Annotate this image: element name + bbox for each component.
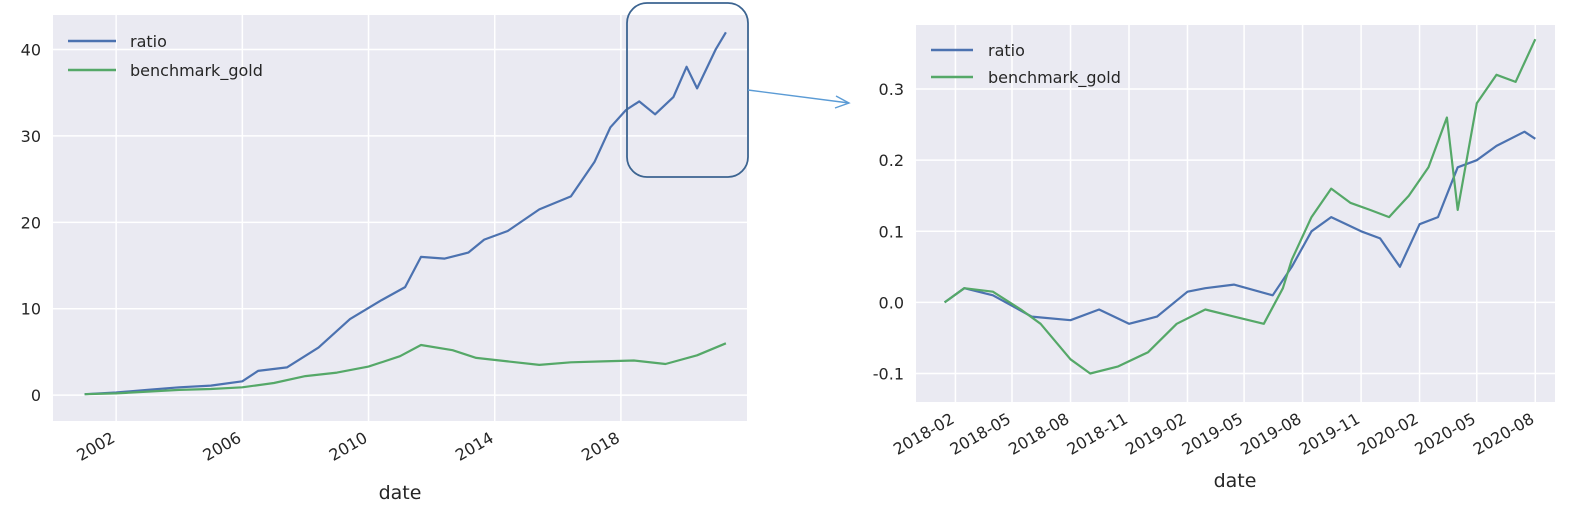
- x-tick-label: 2019-11: [1296, 409, 1363, 459]
- plot-lines: [943, 38, 1537, 375]
- y-tick-labels: -0.1 0.0 0.1 0.2 0.3: [873, 80, 904, 384]
- zoom-arrow-line: [747, 89, 850, 104]
- legend-label-ratio: ratio: [130, 32, 167, 51]
- x-tick-label: 2018-05: [947, 409, 1014, 459]
- x-tick-labels: 2018-022018-052018-082018-112019-022019-…: [890, 409, 1537, 459]
- x-tick-label: 2010: [326, 428, 371, 465]
- y-tick-label: 40: [21, 41, 41, 60]
- chart-left: 2002 2006 2010 2014 2018 0 10 20 30 40 date rati…: [21, 15, 747, 504]
- series-line-benchmark-gold: [943, 38, 1537, 375]
- x-tick-label: 2018: [578, 428, 623, 465]
- y-tick-label: 0: [31, 386, 41, 405]
- x-tick-label: 2020-05: [1411, 409, 1478, 459]
- y-tick-label: 0.1: [879, 222, 904, 241]
- series-line-benchmark-gold: [84, 342, 727, 396]
- y-gridlines: [916, 88, 1555, 375]
- y-tick-label: 0.3: [879, 80, 904, 99]
- x-tick-label: 2002: [73, 428, 118, 465]
- y-tick-label: 0.0: [879, 293, 904, 312]
- legend-label-ratio: ratio: [988, 41, 1025, 60]
- zoom-arrow: [747, 89, 851, 109]
- x-tick-label: 2014: [452, 428, 497, 465]
- series-line-ratio: [943, 130, 1536, 325]
- plot-background: [916, 25, 1555, 402]
- x-tick-label: 2018-08: [1005, 409, 1072, 459]
- legend-label-benchmark-gold: benchmark_gold: [130, 61, 263, 81]
- x-tick-label: 2018-11: [1064, 409, 1131, 459]
- y-gridlines: [53, 48, 747, 396]
- x-axis-label: date: [379, 482, 422, 504]
- y-tick-label: 10: [21, 300, 41, 319]
- legend-label-benchmark-gold: benchmark_gold: [988, 68, 1121, 88]
- series-line-ratio: [84, 31, 727, 396]
- x-tick-label: 2018-02: [890, 409, 957, 459]
- legend: ratio benchmark_gold: [931, 41, 1121, 88]
- x-tick-label: 2019-08: [1237, 409, 1304, 459]
- x-tick-labels: 2002 2006 2010 2014 2018: [73, 428, 623, 465]
- y-tick-label: 20: [21, 213, 41, 232]
- x-tick-label: 2019-05: [1179, 409, 1246, 459]
- zoom-arrowhead: [834, 95, 851, 109]
- x-tick-label: 2006: [200, 428, 245, 465]
- x-tick-label: 2020-08: [1470, 409, 1537, 459]
- x-gridlines: [115, 15, 622, 421]
- x-tick-label: 2020-02: [1354, 409, 1421, 459]
- chart-right: 2018-022018-052018-082018-112019-022019-…: [873, 25, 1555, 492]
- x-tick-label: 2019-02: [1122, 409, 1189, 459]
- x-axis-label: date: [1214, 470, 1257, 492]
- plot-lines: [84, 31, 727, 396]
- y-tick-labels: 0 10 20 30 40: [21, 41, 41, 406]
- y-tick-label: 0.2: [879, 151, 904, 170]
- y-tick-label: 30: [21, 127, 41, 146]
- plot-background: [53, 15, 747, 421]
- y-tick-label: -0.1: [873, 365, 904, 384]
- legend: ratio benchmark_gold: [68, 32, 263, 81]
- x-gridlines: [954, 25, 1537, 402]
